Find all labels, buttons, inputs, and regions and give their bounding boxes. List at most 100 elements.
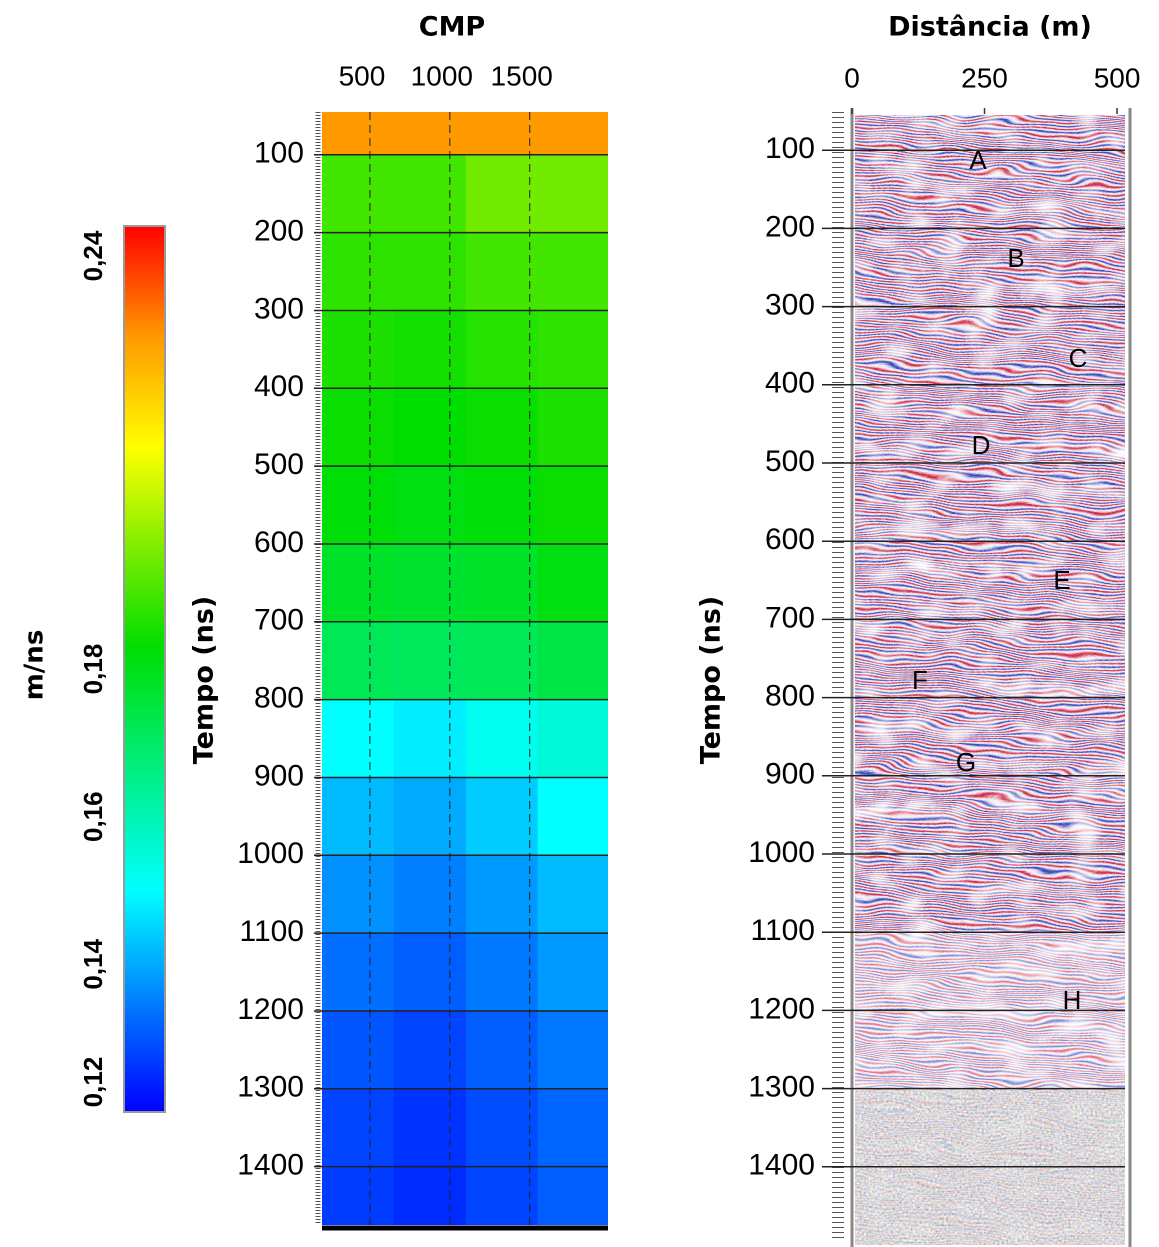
colorbar-tick-label: 0,24 bbox=[78, 230, 108, 281]
heatmap-cell bbox=[538, 1167, 609, 1226]
heatmap-cell bbox=[322, 310, 394, 388]
y-tick-label: 800 bbox=[765, 680, 815, 713]
colorbar-tick-label: 0,14 bbox=[78, 938, 108, 989]
heatmap-cell bbox=[538, 777, 609, 855]
y-tick-label: 400 bbox=[254, 370, 304, 403]
heatmap-cell bbox=[538, 544, 609, 622]
y-tick-label: 500 bbox=[254, 448, 304, 481]
heatmap-cell bbox=[322, 1011, 394, 1089]
heatmap-cell bbox=[322, 1089, 394, 1167]
x-axis-title: CMP bbox=[419, 12, 485, 43]
heatmap-cell bbox=[394, 388, 466, 466]
y-tick-label: 1200 bbox=[237, 993, 304, 1026]
x-tick-label: 0 bbox=[844, 62, 860, 93]
heatmap-cell bbox=[322, 388, 394, 466]
y-tick-label: 400 bbox=[765, 367, 815, 400]
heatmap-cell bbox=[322, 466, 394, 544]
annotation: A bbox=[969, 145, 987, 175]
y-tick-label: 100 bbox=[254, 137, 304, 170]
x-axis-title: Distância (m) bbox=[888, 12, 1092, 43]
y-tick-label: 1400 bbox=[748, 1149, 815, 1182]
heatmap-cell bbox=[322, 155, 394, 233]
x-tick-label: 250 bbox=[961, 62, 1008, 93]
heatmap-cell bbox=[538, 933, 609, 1011]
y-tick-label: 1000 bbox=[748, 836, 815, 869]
heatmap-cell bbox=[394, 310, 466, 388]
radargram-image bbox=[840, 100, 1140, 1247]
annotation: G bbox=[956, 747, 976, 777]
heatmap-cell bbox=[466, 310, 538, 388]
y-tick-label: 900 bbox=[765, 758, 815, 791]
annotation: H bbox=[1063, 985, 1082, 1015]
heatmap-cell bbox=[466, 388, 538, 466]
heatmap-cell bbox=[466, 700, 538, 778]
heatmap-cell bbox=[538, 1089, 609, 1167]
heatmap-cell bbox=[394, 933, 466, 1011]
y-axis-title: Tempo (ns) bbox=[696, 596, 727, 765]
colorbar-tick-label: 0,12 bbox=[78, 1057, 108, 1108]
heatmap-cell bbox=[394, 1011, 466, 1089]
radargram-panel: Distância (m) Tempo (ns) 0 250 500 100 200 30… bbox=[696, 12, 1141, 1247]
heatmap-cell bbox=[394, 855, 466, 933]
heatmap-cell bbox=[466, 777, 538, 855]
y-tick-label: 700 bbox=[254, 604, 304, 637]
heatmap-cell bbox=[466, 933, 538, 1011]
heatmap-cell bbox=[538, 622, 609, 700]
heatmap-cell bbox=[394, 1089, 466, 1167]
heatmap-cell bbox=[466, 233, 538, 311]
heatmap-cell bbox=[466, 155, 538, 233]
heatmap-cell bbox=[538, 310, 609, 388]
heatmap-cell bbox=[538, 1011, 609, 1089]
colorbar bbox=[124, 226, 165, 1112]
heatmap-cell bbox=[538, 388, 609, 466]
heatmap-cell bbox=[394, 622, 466, 700]
y-axis-title: Tempo (ns) bbox=[189, 596, 220, 765]
heatmap-cell bbox=[466, 1089, 538, 1167]
heatmap-cell bbox=[538, 112, 609, 155]
heatmap-cell bbox=[466, 544, 538, 622]
heatmap-cell bbox=[394, 700, 466, 778]
annotation: D bbox=[972, 430, 991, 460]
annotation: C bbox=[1069, 343, 1088, 373]
heatmap-cell bbox=[322, 777, 394, 855]
annotation: B bbox=[1007, 243, 1024, 273]
heatmap-cell bbox=[394, 466, 466, 544]
x-tick-label: 500 bbox=[339, 60, 386, 91]
heatmap-cell bbox=[322, 855, 394, 933]
x-tick-label: 500 bbox=[1094, 62, 1141, 93]
heatmap-cell bbox=[394, 544, 466, 622]
y-tick-label: 1100 bbox=[239, 915, 304, 948]
heatmap-cell bbox=[394, 233, 466, 311]
y-tick-label: 1300 bbox=[237, 1071, 304, 1104]
heatmap-cell bbox=[322, 112, 394, 155]
heatmap-cell bbox=[322, 1167, 394, 1226]
y-tick-label: 200 bbox=[254, 215, 304, 248]
y-tick-label: 1100 bbox=[750, 914, 815, 947]
heatmap-cell bbox=[394, 777, 466, 855]
annotation: E bbox=[1053, 565, 1070, 595]
y-tick-label: 600 bbox=[254, 526, 304, 559]
heatmap-cell bbox=[538, 233, 609, 311]
x-tick-label: 1000 bbox=[411, 60, 473, 91]
velocity-panel: CMP Tempo (ns) 500 1000 1500 100 200 300 400 50… bbox=[189, 12, 609, 1229]
y-tick-label: 900 bbox=[254, 759, 304, 792]
y-tick-label: 300 bbox=[765, 289, 815, 322]
y-tick-label: 1000 bbox=[237, 837, 304, 870]
y-tick-label: 800 bbox=[254, 682, 304, 715]
y-tick-label: 200 bbox=[765, 210, 815, 243]
heatmap-cell bbox=[394, 155, 466, 233]
colorbar-tick-label: 0,16 bbox=[78, 791, 108, 842]
heatmap-cell bbox=[538, 700, 609, 778]
colorbar-label: m/ns bbox=[20, 630, 50, 701]
y-tick-label: 100 bbox=[765, 132, 815, 165]
heatmap-cell bbox=[394, 1167, 466, 1226]
y-tick-label: 300 bbox=[254, 292, 304, 325]
heatmap-cell bbox=[466, 1011, 538, 1089]
heatmap-cell bbox=[322, 233, 394, 311]
y-tick-label: 700 bbox=[765, 601, 815, 634]
y-tick-label: 500 bbox=[765, 445, 815, 478]
x-tick-label: 1500 bbox=[491, 60, 553, 91]
colorbar-tick-label: 0,18 bbox=[78, 644, 108, 695]
heatmap-cell bbox=[466, 112, 538, 155]
